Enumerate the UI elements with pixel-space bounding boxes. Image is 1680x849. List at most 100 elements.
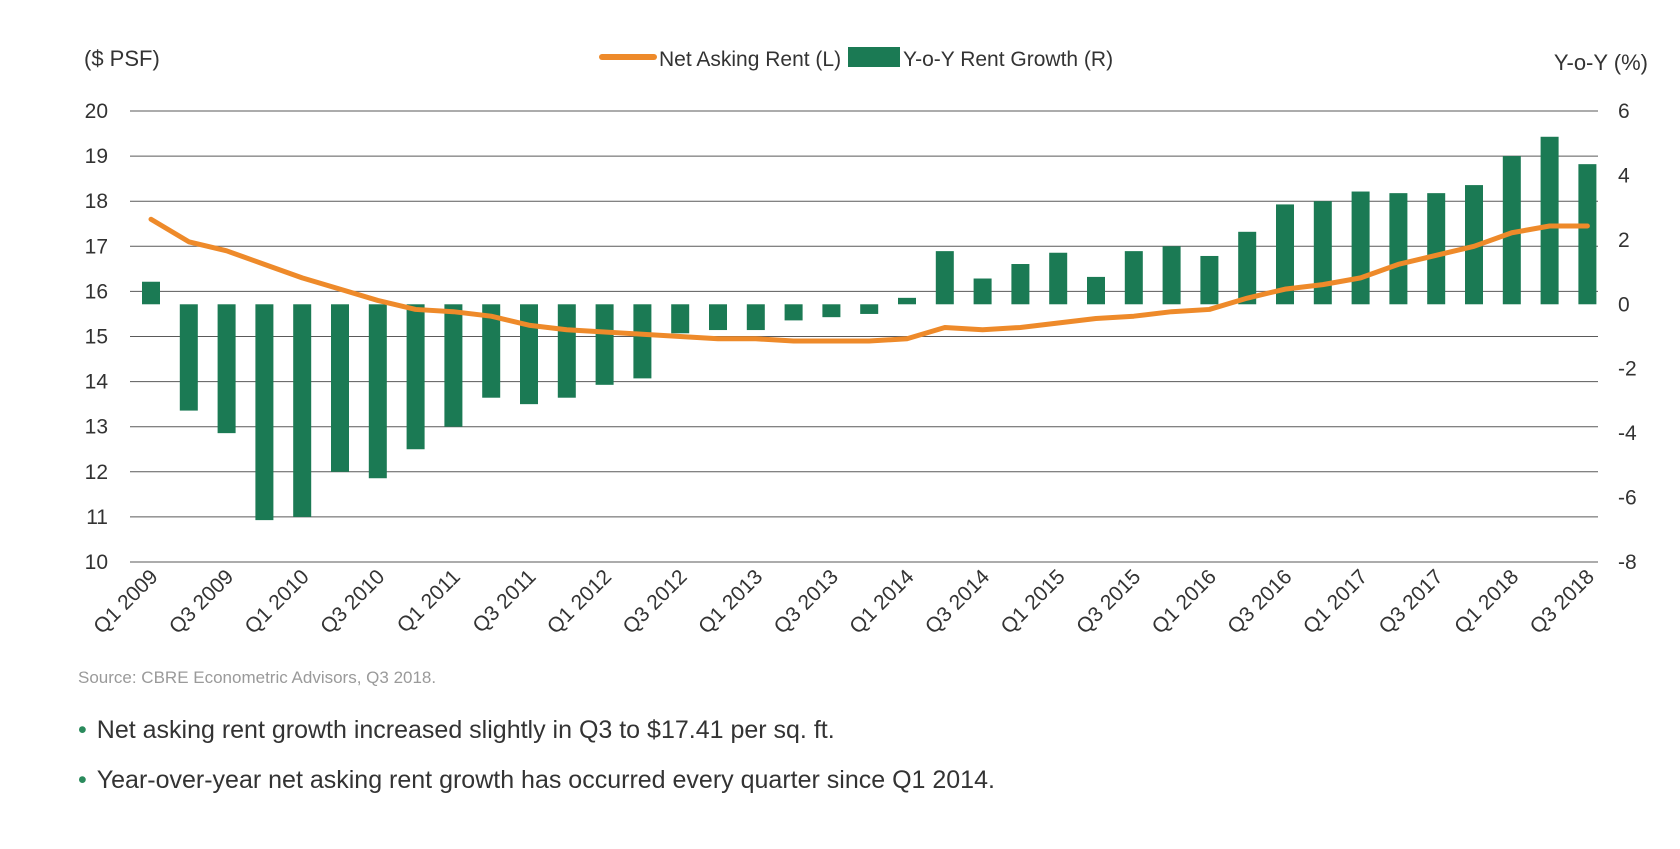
line-point — [906, 338, 908, 340]
x-tick-label: Q3 2014 — [921, 565, 994, 638]
y-tick-label-left: 15 — [85, 326, 108, 349]
bar — [368, 304, 387, 479]
line-point — [1133, 315, 1135, 317]
x-tick-label: Q3 2012 — [618, 565, 691, 638]
x-tick-label: Q1 2012 — [543, 565, 616, 638]
bar — [1200, 255, 1219, 305]
y-tick-label-right: -4 — [1618, 422, 1637, 445]
line-point — [1322, 284, 1324, 286]
left-axis-ticks: 20 19 18 17 16 15 14 13 12 11 10 — [85, 100, 109, 574]
bullet-dot: • — [78, 716, 87, 744]
legend-bar-label: Y-o-Y Rent Growth (R) — [903, 48, 1113, 71]
y-tick-label-left: 16 — [85, 280, 108, 303]
right-axis-label: Y-o-Y (%) — [1554, 50, 1648, 75]
bar — [898, 297, 916, 305]
bar — [557, 304, 576, 398]
line-point — [641, 333, 643, 335]
line-point — [415, 308, 417, 310]
bar — [1049, 252, 1068, 305]
bar — [1540, 136, 1559, 305]
bullet-item: • Net asking rent growth increased slight… — [78, 715, 995, 745]
y-tick-label-right: 4 — [1618, 164, 1630, 187]
x-tick-label: Q1 2011 — [393, 565, 465, 637]
bar — [520, 304, 538, 405]
bar-series — [142, 136, 1597, 521]
bar — [860, 304, 879, 314]
x-tick-label: Q3 2016 — [1223, 565, 1296, 638]
bar — [142, 281, 160, 305]
line-point — [490, 315, 492, 317]
line-point — [717, 338, 719, 340]
line-point — [868, 340, 870, 342]
line-series — [148, 216, 1590, 344]
bullet-text: Net asking rent growth increased slightl… — [96, 716, 835, 744]
line-point — [1208, 308, 1210, 310]
line-point — [339, 288, 341, 290]
x-tick-label: Q1 2018 — [1450, 565, 1523, 638]
right-axis-ticks: 6 4 2 0 -2 -4 -6 -8 — [1618, 100, 1637, 574]
y-tick-label-right: -8 — [1618, 551, 1637, 574]
source-note: Source: CBRE Econometric Advisors, Q3 20… — [78, 668, 437, 687]
bar — [1238, 231, 1257, 305]
x-tick-label: Q3 2018 — [1526, 565, 1599, 638]
bar — [331, 304, 349, 472]
x-tick-label: Q1 2017 — [1299, 565, 1372, 638]
bar — [217, 304, 236, 434]
net-asking-rent-line — [148, 216, 1590, 344]
y-tick-label-left: 19 — [85, 145, 108, 168]
y-tick-label-right: 0 — [1618, 293, 1630, 316]
y-tick-label-right: -6 — [1618, 487, 1637, 510]
bar — [671, 304, 690, 334]
x-axis-ticks: Q1 2009 Q3 2009 Q1 2010 Q3 2010 Q1 2011 Q3 20… — [89, 565, 1599, 638]
line-point — [452, 311, 454, 313]
bullet-item: • Year-over-year net asking rent growth h… — [78, 765, 995, 795]
line-point — [1171, 311, 1173, 313]
bar — [444, 304, 463, 427]
line-point — [1397, 263, 1399, 265]
bar — [1087, 276, 1105, 305]
y-tick-label-left: 14 — [85, 371, 109, 394]
bar — [1389, 193, 1408, 305]
x-tick-label: Q1 2009 — [89, 565, 162, 638]
bar — [709, 304, 727, 331]
y-tick-label-left: 20 — [85, 100, 108, 123]
line-point — [1057, 322, 1059, 324]
line-point — [1246, 297, 1248, 299]
bar — [973, 278, 992, 305]
line-point — [830, 340, 832, 342]
x-tick-label: Q3 2017 — [1374, 565, 1447, 638]
x-tick-label: Q3 2011 — [468, 565, 540, 637]
bar — [1276, 204, 1294, 305]
legend: Net Asking Rent (L) Y-o-Y Rent Growth (R… — [599, 47, 1113, 71]
bar — [746, 304, 765, 331]
line-point — [604, 331, 606, 333]
bar — [784, 304, 803, 321]
x-tick-label: Q3 2009 — [165, 565, 238, 638]
bar — [1578, 164, 1597, 305]
line-point — [1284, 288, 1286, 290]
legend-line-label: Net Asking Rent (L) — [659, 48, 841, 71]
y-tick-label-left: 12 — [85, 461, 108, 484]
x-tick-label: Q1 2016 — [1148, 565, 1221, 638]
line-point — [982, 329, 984, 331]
line-point — [1511, 232, 1513, 234]
gridlines — [130, 110, 1598, 563]
bar — [179, 304, 198, 411]
line-point — [301, 277, 303, 279]
bar — [633, 304, 652, 379]
line-point — [1095, 317, 1097, 319]
line-point — [528, 324, 530, 326]
y-tick-label-left: 13 — [85, 416, 108, 439]
line-point — [1586, 225, 1588, 227]
line-point — [679, 336, 681, 337]
y-tick-label-left: 11 — [86, 506, 108, 529]
y-tick-label-right: -2 — [1618, 358, 1637, 381]
x-tick-label: Q1 2013 — [694, 565, 767, 638]
line-point — [944, 326, 946, 328]
x-tick-label: Q1 2010 — [240, 565, 313, 638]
line-point — [1549, 225, 1551, 227]
bar — [822, 304, 841, 318]
bar — [1427, 193, 1446, 305]
bar — [1011, 264, 1030, 305]
